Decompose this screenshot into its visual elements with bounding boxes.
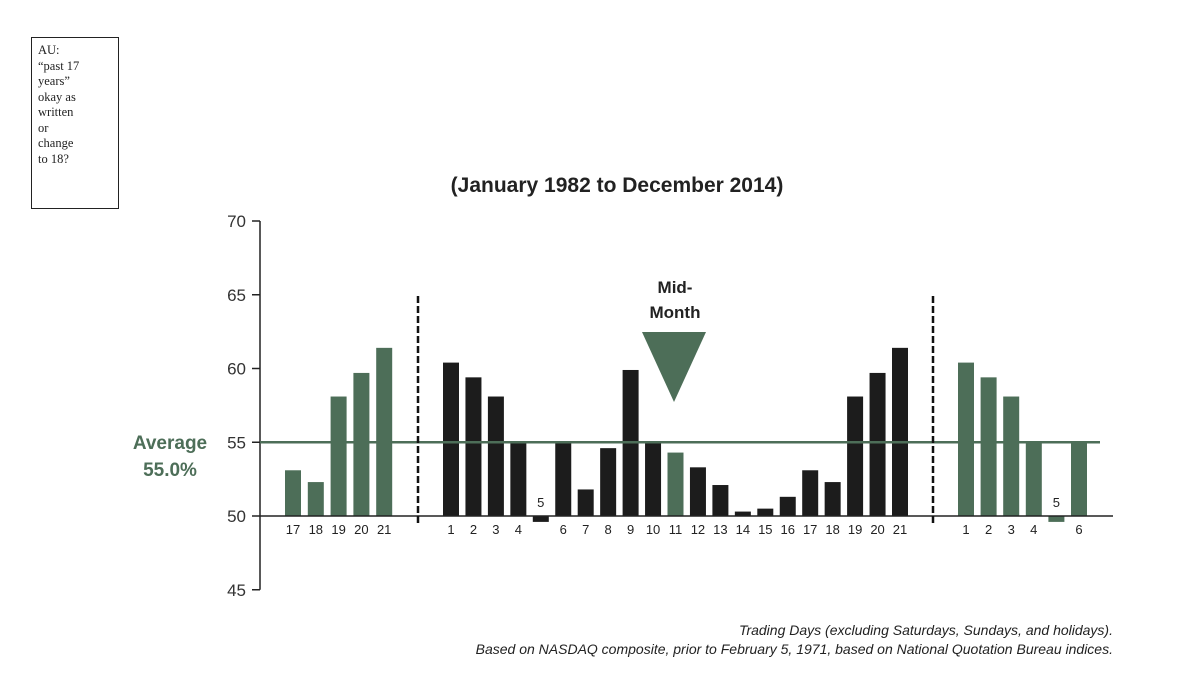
bar-day-20: [353, 372, 370, 516]
x-tick-label: 3: [1008, 522, 1015, 537]
bar-day-19: [847, 396, 864, 516]
bar-day-20: [869, 372, 886, 516]
bar-day-12: [689, 467, 706, 516]
x-tick-label: 11: [669, 522, 683, 537]
bar-day-11: [667, 452, 684, 516]
x-tick-label: 5: [1053, 495, 1060, 510]
bar-day-7: [577, 489, 594, 516]
x-tick-label: 18: [309, 522, 323, 537]
bar-day-4: [510, 442, 527, 516]
x-tick-label: 21: [377, 522, 391, 537]
average-label: Average: [133, 433, 207, 454]
x-tick-label: 18: [825, 522, 839, 537]
bar-day-18: [307, 482, 324, 516]
y-tick-label: 55: [227, 433, 246, 452]
x-tick-label: 4: [515, 522, 522, 537]
x-tick-label: 4: [1030, 522, 1037, 537]
x-tick-label: 17: [286, 522, 300, 537]
bar-day-3: [1003, 396, 1020, 516]
y-tick-label: 70: [227, 212, 246, 231]
bar-day-16: [779, 496, 796, 516]
bar-day-3: [487, 396, 504, 516]
y-tick-label: 65: [227, 286, 246, 305]
note-line: written: [38, 105, 74, 119]
bar-day-21: [892, 347, 908, 516]
mid-month-label-line2: Month: [650, 303, 701, 322]
y-tick-label: 60: [227, 360, 246, 379]
bar-day-14: [734, 511, 751, 516]
x-tick-labels: 17 18 19 20 21 1 2 3 456 7 8 9 10 11 12 13 14 15 16 17 18 19 2…: [286, 495, 1083, 537]
y-tick-label: 50: [227, 507, 246, 526]
bar-day-10: [645, 442, 662, 516]
bar-day-6: [555, 442, 572, 516]
note-line: AU:: [38, 43, 60, 57]
x-tick-label: 6: [560, 522, 567, 537]
x-tick-label: 13: [713, 522, 727, 537]
x-tick-label: 17: [803, 522, 817, 537]
bar-day-2: [465, 377, 482, 516]
note-line: or: [38, 120, 49, 135]
x-tick-label: 20: [354, 522, 368, 537]
bar-day-18: [824, 482, 841, 516]
note-line: years”: [38, 74, 70, 88]
x-tick-label: 12: [691, 522, 705, 537]
bar-day-19: [330, 396, 347, 516]
x-tick-label: 2: [470, 522, 477, 537]
x-tick-label: 7: [582, 522, 589, 537]
bar-day-17: [285, 470, 301, 516]
bar-day-5: [1048, 516, 1065, 522]
bar-day-1: [443, 362, 459, 516]
bar-day-8: [600, 448, 617, 516]
bar-day-1: [958, 362, 974, 516]
bar-day-2: [980, 377, 997, 516]
bar-day-15: [757, 508, 774, 516]
source-note: Based on NASDAQ composite, prior to Febr…: [476, 641, 1113, 657]
x-tick-label: 16: [781, 522, 795, 537]
average-value: 55.0%: [143, 460, 197, 481]
x-tick-label: 21: [893, 522, 907, 537]
x-axis-caption: Trading Days (excluding Saturdays, Sunda…: [739, 622, 1113, 638]
bar-day-13: [712, 485, 729, 516]
x-tick-label: 19: [331, 522, 345, 537]
bar-day-17: [802, 470, 819, 516]
x-tick-label: 5: [537, 495, 544, 510]
x-tick-label: 1: [962, 522, 969, 537]
x-tick-label: 9: [627, 522, 634, 537]
x-tick-label: 10: [646, 522, 660, 537]
y-axis: 45 50 55 60 65 70: [227, 212, 261, 600]
note-line: “past 17: [38, 58, 80, 73]
x-tick-label: 3: [492, 522, 499, 537]
note-line: okay as: [38, 89, 76, 104]
mid-month-triangle-icon: [642, 332, 706, 402]
bar-day-21: [376, 347, 393, 516]
y-tick-label: 45: [227, 581, 246, 600]
bar-day-4: [1025, 442, 1042, 516]
x-tick-label: 19: [848, 522, 862, 537]
bar-day-6: [1071, 442, 1087, 516]
x-tick-label: 2: [985, 522, 992, 537]
bar-day-5: [532, 516, 549, 522]
x-tick-label: 1: [447, 522, 454, 537]
note-line: change: [38, 136, 74, 150]
note-line: to 18?: [38, 151, 69, 166]
author-query-note: AU: “past 17 years” okay as written or c…: [31, 37, 119, 209]
x-tick-label: 6: [1075, 522, 1082, 537]
x-tick-label: 20: [870, 522, 884, 537]
x-tick-label: 8: [605, 522, 612, 537]
x-tick-label: 15: [758, 522, 772, 537]
mid-month-label-line1: Mid-: [658, 278, 693, 297]
chart-title: (January 1982 to December 2014): [451, 174, 784, 197]
x-tick-label: 14: [736, 522, 750, 537]
